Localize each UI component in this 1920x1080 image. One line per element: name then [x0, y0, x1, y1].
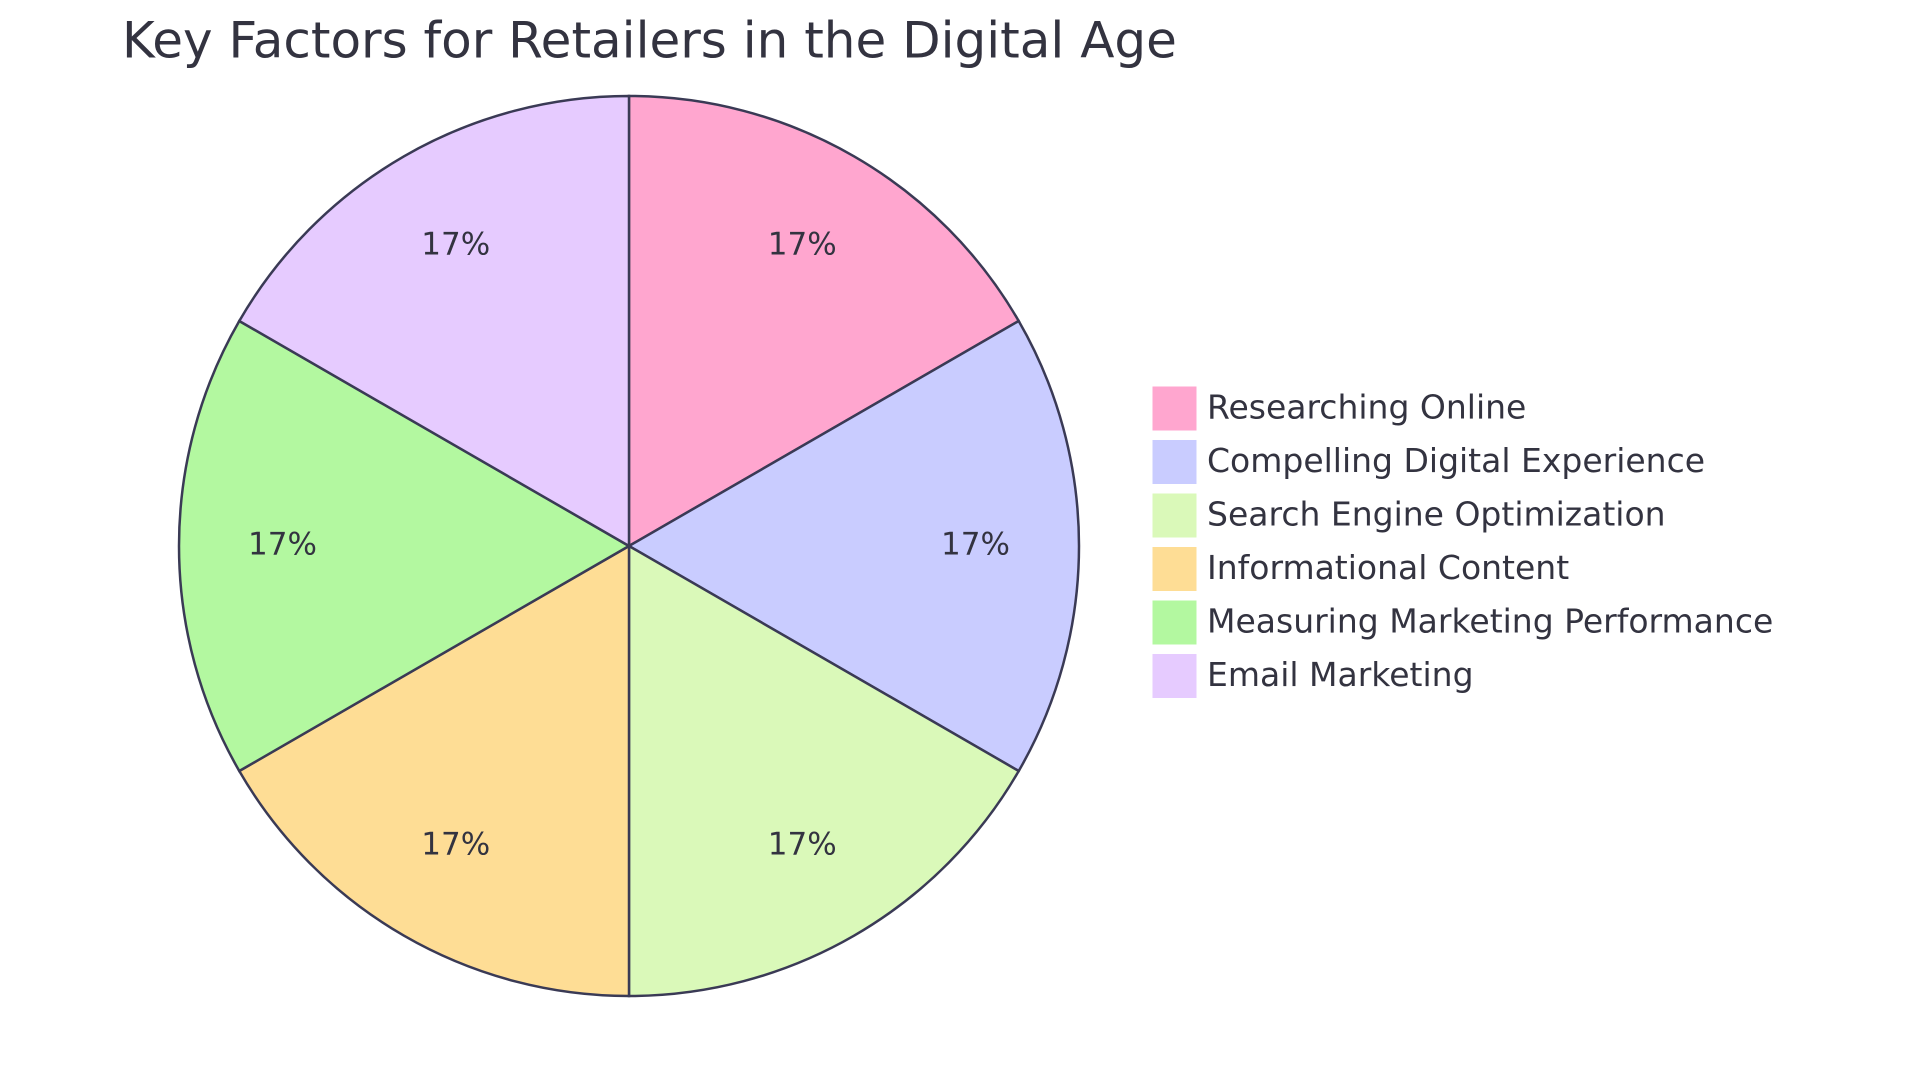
legend-label: Informational Content — [1207, 548, 1569, 587]
legend-label: Measuring Marketing Performance — [1207, 602, 1773, 641]
slice-label: 17% — [768, 827, 837, 863]
slice-label: 17% — [248, 527, 317, 563]
legend-label: Researching Online — [1207, 388, 1526, 427]
pie-slice — [627, 543, 1021, 998]
slice-label: 17% — [421, 827, 490, 863]
legend-swatch — [1151, 385, 1198, 432]
pie-slice — [177, 319, 632, 773]
pie-slice — [237, 94, 631, 549]
pie-slice — [627, 94, 1021, 549]
slice-label: 17% — [941, 527, 1010, 563]
legend-label: Search Engine Optimization — [1207, 495, 1666, 534]
legend-swatch — [1151, 653, 1198, 699]
legend-swatch — [1151, 492, 1198, 539]
legend-label: Compelling Digital Experience — [1207, 441, 1705, 480]
chart-title: Key Factors for Retailers in the Digital… — [122, 12, 1177, 70]
legend-swatch — [1151, 546, 1198, 592]
pie-slice — [626, 319, 1081, 773]
slice-label: 17% — [768, 226, 837, 262]
slice-label: 17% — [421, 226, 490, 262]
legend-swatch — [1151, 599, 1198, 646]
pie-slice — [237, 543, 631, 998]
legend-label: Email Marketing — [1207, 655, 1474, 694]
legend-swatch — [1151, 439, 1198, 485]
